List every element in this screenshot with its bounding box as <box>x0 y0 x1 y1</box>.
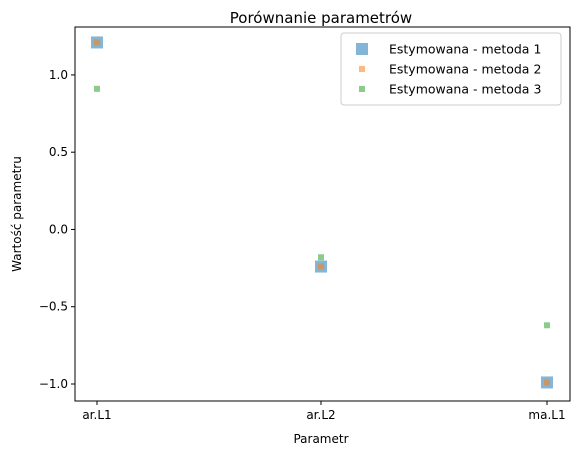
series-2-point <box>94 39 100 46</box>
x-tick-label: ar.L2 <box>306 408 335 422</box>
series-3-point <box>318 254 324 261</box>
y-tick-label: 0.5 <box>49 145 68 159</box>
y-axis-label: Wartość parametru <box>10 156 24 272</box>
legend-box <box>340 32 562 106</box>
axes: ar.L1 ar.L2 ma.L1 1.0 0.5 0.0 −0.5 −1.0 <box>39 68 566 422</box>
plot-marks <box>91 36 553 389</box>
legend-marker <box>359 66 365 72</box>
y-tick-label: 0.0 <box>49 222 68 236</box>
legend-marker <box>356 43 368 55</box>
chart-title: Porównanie parametrów <box>230 9 412 27</box>
plot-frame <box>74 26 571 402</box>
series-3-point <box>94 85 100 92</box>
legend: Estymowana - metoda 1 Estymowana - metoda… <box>340 32 562 106</box>
x-tick-label: ar.L1 <box>82 408 111 422</box>
y-tick-label: 1.0 <box>49 68 68 82</box>
series-2-point <box>318 263 324 270</box>
legend-label: Estymowana - metoda 1 <box>389 42 541 57</box>
series-3-point <box>544 322 550 329</box>
x-axis-label: Parametr <box>293 432 348 446</box>
series-2-point <box>544 379 550 386</box>
legend-marker <box>359 86 365 92</box>
y-tick-label: −0.5 <box>39 300 68 314</box>
y-tick-label: −1.0 <box>39 377 68 391</box>
x-tick-label: ma.L1 <box>528 408 565 422</box>
legend-label: Estymowana - metoda 2 <box>389 62 541 77</box>
legend-label: Estymowana - metoda 3 <box>389 82 541 97</box>
